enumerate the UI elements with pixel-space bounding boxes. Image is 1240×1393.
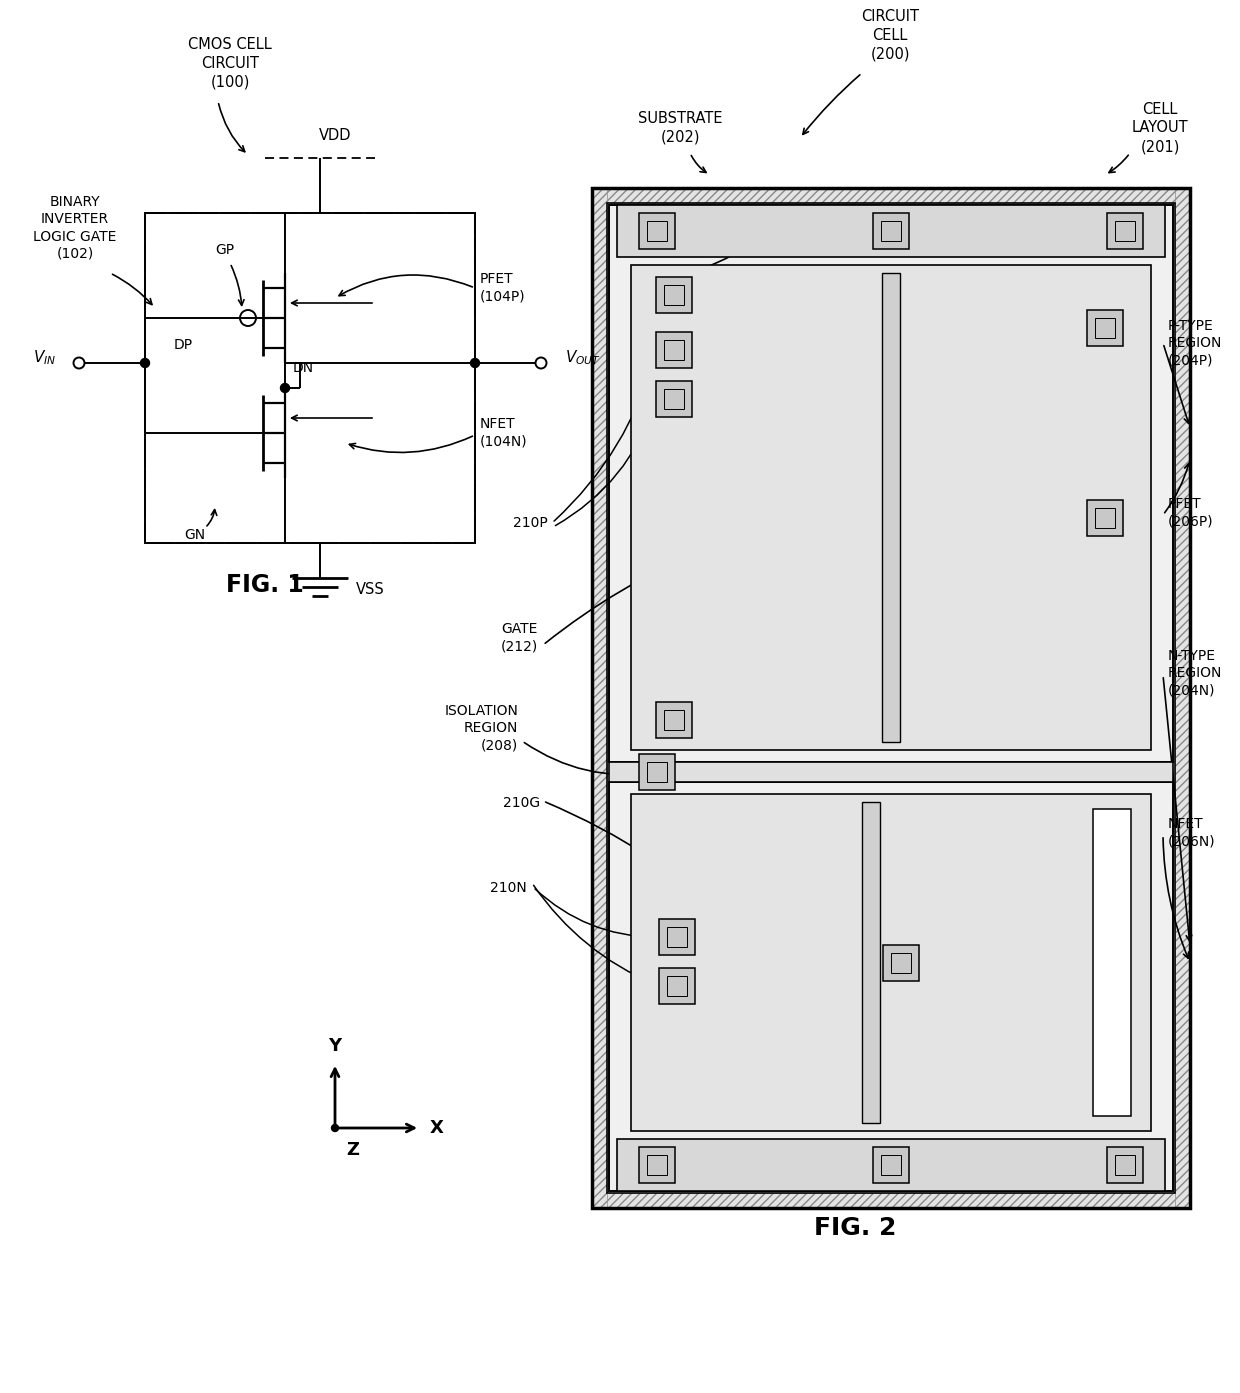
Text: Y: Y — [329, 1036, 341, 1055]
Bar — [862, 802, 880, 1123]
Bar — [608, 203, 1176, 1192]
Text: VSS: VSS — [356, 582, 384, 598]
Bar — [658, 919, 694, 956]
Text: CMOS CELL
CIRCUIT
(100): CMOS CELL CIRCUIT (100) — [188, 36, 272, 89]
Bar — [1092, 809, 1131, 1116]
Text: PFET
(104P): PFET (104P) — [480, 273, 526, 304]
Bar — [882, 273, 900, 742]
Bar — [1095, 318, 1115, 338]
Text: BINARY
INVERTER
LOGIC GATE
(102): BINARY INVERTER LOGIC GATE (102) — [33, 195, 117, 260]
Bar — [608, 1192, 1176, 1208]
Bar — [890, 953, 911, 974]
Text: GP: GP — [216, 242, 234, 256]
Text: PFET
(206P): PFET (206P) — [1168, 497, 1214, 529]
Bar — [639, 754, 675, 790]
Bar — [1095, 508, 1115, 528]
Bar — [609, 205, 1173, 762]
Bar — [656, 702, 692, 738]
Text: Z: Z — [346, 1141, 360, 1159]
Text: VIAS(210P): VIAS(210P) — [707, 220, 789, 235]
Text: DP: DP — [174, 338, 192, 352]
Bar — [873, 1146, 909, 1183]
Bar — [667, 976, 687, 996]
Bar — [647, 1155, 667, 1176]
Circle shape — [280, 383, 289, 393]
Text: GATE
(212): GATE (212) — [501, 623, 538, 653]
Circle shape — [140, 358, 150, 368]
Bar — [591, 188, 1190, 1208]
Text: FIG. 1: FIG. 1 — [226, 573, 304, 598]
Bar — [873, 213, 909, 249]
Bar — [656, 332, 692, 368]
Text: 210P: 210P — [513, 515, 548, 529]
Bar — [1107, 213, 1143, 249]
Bar — [1115, 1155, 1135, 1176]
Text: $V_{IN}$: $V_{IN}$ — [33, 348, 57, 368]
Text: VDD: VDD — [319, 128, 351, 143]
Bar — [639, 213, 675, 249]
Text: ISOLATION
REGION
(208): ISOLATION REGION (208) — [444, 703, 518, 752]
Bar — [618, 1139, 1166, 1191]
Text: $V_{OUT}$: $V_{OUT}$ — [565, 348, 601, 368]
Bar — [667, 926, 687, 947]
Text: NFET
(206N): NFET (206N) — [1168, 818, 1215, 848]
Bar — [1115, 221, 1135, 241]
Bar — [647, 762, 667, 781]
Text: NFET
(104N): NFET (104N) — [480, 418, 528, 449]
Text: CELL
LAYOUT
(201): CELL LAYOUT (201) — [1132, 102, 1188, 155]
Bar — [880, 221, 901, 241]
Bar — [647, 221, 667, 241]
Circle shape — [470, 358, 480, 368]
Text: P-TYPE
REGION
(204P): P-TYPE REGION (204P) — [1168, 319, 1223, 368]
Bar — [1176, 188, 1190, 1208]
Bar — [609, 762, 1173, 781]
Circle shape — [331, 1124, 339, 1131]
Text: N-TYPE
REGION
(204N): N-TYPE REGION (204N) — [1168, 649, 1223, 698]
Text: 210G: 210G — [503, 795, 539, 809]
Bar — [656, 277, 692, 313]
Text: DN: DN — [293, 361, 314, 375]
Bar — [663, 710, 684, 730]
Text: SUBSTRATE
(202): SUBSTRATE (202) — [637, 111, 722, 145]
Bar — [663, 286, 684, 305]
Bar — [618, 205, 1166, 256]
Bar — [639, 1146, 675, 1183]
Bar — [663, 340, 684, 359]
Bar — [608, 188, 1176, 203]
Bar — [631, 794, 1151, 1131]
Text: 210N: 210N — [490, 880, 527, 894]
Bar — [658, 968, 694, 1004]
Bar — [883, 944, 919, 981]
Bar — [591, 188, 608, 1208]
Bar — [631, 265, 1151, 749]
Text: X: X — [430, 1119, 444, 1137]
Bar — [663, 389, 684, 410]
Bar — [880, 1155, 901, 1176]
Text: FIG. 2: FIG. 2 — [813, 1216, 897, 1240]
Bar — [1107, 1146, 1143, 1183]
Bar — [1087, 311, 1123, 345]
Bar — [1087, 500, 1123, 536]
Bar — [145, 213, 475, 543]
Text: GN: GN — [185, 528, 206, 542]
Bar — [609, 781, 1173, 1191]
Bar — [656, 382, 692, 417]
Text: CIRCUIT
CELL
(200): CIRCUIT CELL (200) — [861, 8, 919, 61]
